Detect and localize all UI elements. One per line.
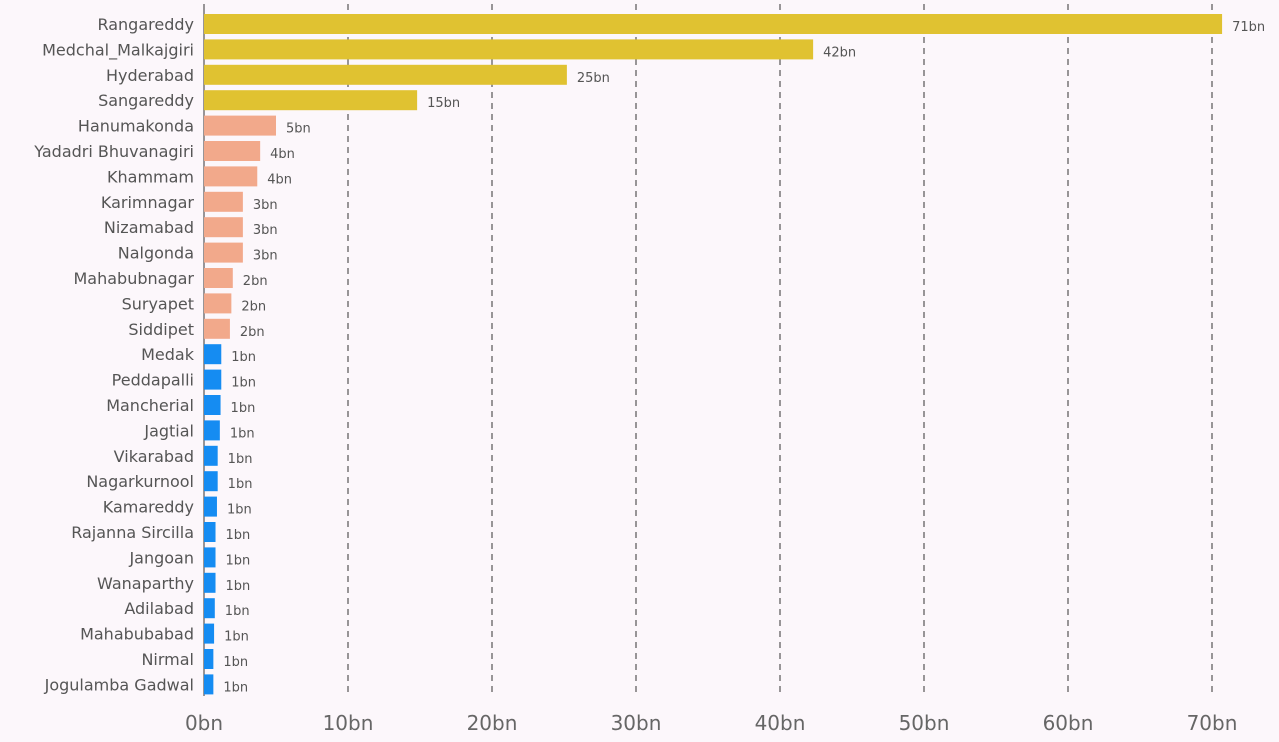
bar[interactable] — [204, 522, 216, 542]
bar-value-label: 1bn — [228, 452, 253, 467]
bar[interactable] — [204, 39, 814, 60]
bar-value-label: 15bn — [427, 96, 460, 111]
bar-value-label: 25bn — [577, 71, 610, 86]
x-tick-label: 0bn — [185, 711, 223, 735]
bar[interactable] — [204, 420, 220, 441]
bar-value-label: 42bn — [823, 45, 856, 60]
bar[interactable] — [204, 496, 217, 517]
bar-value-label: 3bn — [253, 249, 278, 264]
bar-value-label: 1bn — [231, 376, 256, 391]
bar-value-label: 1bn — [230, 426, 255, 441]
category-label: Khammam — [107, 167, 194, 186]
bar-value-label: 1bn — [225, 604, 250, 619]
grid-layer — [203, 4, 1213, 696]
bar-value-label: 1bn — [226, 553, 251, 568]
bar[interactable] — [204, 674, 214, 695]
bar-value-label: 1bn — [227, 503, 252, 518]
category-label: Sangareddy — [98, 91, 194, 110]
category-label: Adilabad — [124, 599, 194, 618]
category-label: Suryapet — [122, 294, 194, 313]
bar[interactable] — [204, 64, 567, 85]
category-label: Siddipet — [128, 320, 194, 339]
bar-value-label: 1bn — [231, 401, 256, 416]
x-tick-label: 40bn — [755, 711, 806, 735]
bar[interactable] — [204, 344, 222, 365]
bar-value-label: 5bn — [286, 122, 311, 137]
category-label: Rajanna Sircilla — [71, 523, 194, 542]
bar-value-label: 3bn — [253, 223, 278, 238]
bar-value-label: 1bn — [231, 350, 256, 365]
bar[interactable] — [204, 471, 218, 492]
bar[interactable] — [204, 115, 276, 136]
bar[interactable] — [204, 623, 215, 644]
category-label: Nirmal — [141, 650, 194, 669]
bar[interactable] — [204, 572, 216, 593]
category-label: Nagarkurnool — [86, 472, 194, 491]
category-label: Karimnagar — [101, 193, 195, 212]
bar-value-label: 1bn — [224, 630, 249, 645]
x-tick-label: 60bn — [1043, 711, 1094, 735]
bar-value-label: 71bn — [1232, 20, 1265, 35]
category-label: Peddapalli — [112, 371, 194, 390]
bar[interactable] — [204, 141, 261, 161]
bar[interactable] — [204, 445, 218, 466]
category-label: Jogulamba Gadwal — [44, 675, 194, 694]
category-label: Mancherial — [106, 396, 194, 415]
category-label: Hanumakonda — [78, 117, 194, 136]
bar-value-label: 4bn — [270, 147, 295, 162]
bar[interactable] — [204, 191, 243, 212]
category-label: Jagtial — [143, 421, 194, 440]
category-label: Vikarabad — [114, 447, 194, 466]
category-label: Nizamabad — [104, 218, 194, 237]
bar[interactable] — [204, 90, 418, 111]
bar-value-label: 2bn — [243, 274, 268, 289]
bar[interactable] — [204, 369, 222, 390]
category-label: Hyderabad — [106, 66, 194, 85]
bar[interactable] — [204, 293, 232, 314]
bar-value-label: 3bn — [253, 198, 278, 213]
labels-layer: Rangareddy 71bn Medchal_Malkajgiri 42bn Hyde… — [33, 15, 1265, 695]
ticks-layer: 0bn 10bn 20bn 30bn 40bn 50bn 60bn 70bn — [185, 711, 1237, 735]
bar[interactable] — [204, 14, 1223, 34]
category-label: Mahabubnagar — [74, 269, 195, 288]
bars-layer — [204, 14, 1223, 695]
bar-value-label: 1bn — [223, 655, 248, 670]
category-label: Kamareddy — [103, 498, 194, 517]
bar[interactable] — [204, 242, 243, 263]
x-tick-label: 70bn — [1187, 711, 1238, 735]
bar-value-label: 1bn — [228, 477, 253, 492]
bar[interactable] — [204, 547, 216, 568]
category-label: Jangoan — [128, 548, 194, 567]
x-tick-label: 20bn — [467, 711, 518, 735]
bar[interactable] — [204, 598, 215, 619]
bar-value-label: 1bn — [226, 579, 251, 594]
category-label: Yadadri Bhuvanagiri — [33, 142, 194, 161]
bar[interactable] — [204, 217, 243, 238]
bar[interactable] — [204, 268, 233, 288]
bar-value-label: 1bn — [223, 680, 248, 695]
bar[interactable] — [204, 166, 258, 187]
category-label: Mahabubabad — [80, 625, 194, 644]
bar-value-label: 4bn — [267, 172, 292, 187]
x-tick-label: 10bn — [323, 711, 374, 735]
category-label: Medchal_Malkajgiri — [42, 40, 194, 60]
x-tick-label: 30bn — [611, 711, 662, 735]
bar-value-label: 2bn — [241, 299, 266, 314]
bar-value-label: 1bn — [226, 528, 251, 543]
x-tick-label: 50bn — [899, 711, 950, 735]
category-label: Nalgonda — [118, 244, 194, 263]
category-label: Medak — [141, 345, 195, 364]
category-label: Wanaparthy — [97, 574, 194, 593]
category-label: Rangareddy — [97, 15, 194, 34]
bar[interactable] — [204, 395, 221, 415]
bar[interactable] — [204, 318, 230, 339]
bar[interactable] — [204, 649, 214, 669]
bar-value-label: 2bn — [240, 325, 265, 340]
